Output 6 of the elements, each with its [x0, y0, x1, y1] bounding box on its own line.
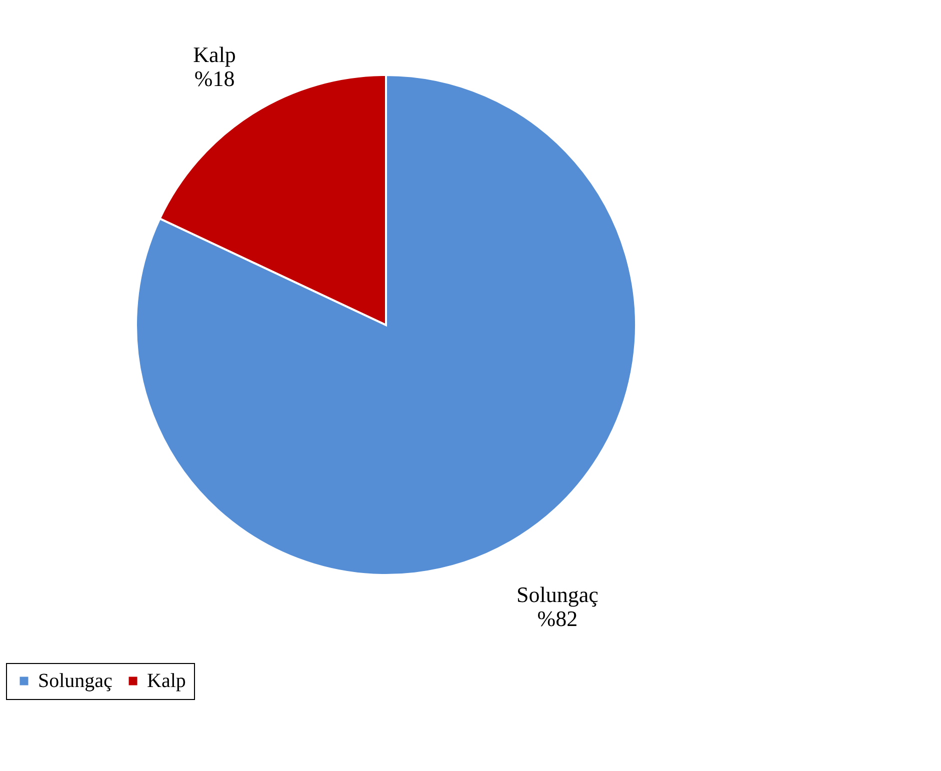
- slice-label: Solungaç: [516, 582, 599, 608]
- data-label: %82: [537, 606, 578, 632]
- legend-label: Kalp: [147, 670, 186, 692]
- legend-label: Solungaç: [38, 670, 113, 692]
- slice-label: Kalp: [193, 42, 236, 67]
- data-label: %18: [194, 66, 235, 91]
